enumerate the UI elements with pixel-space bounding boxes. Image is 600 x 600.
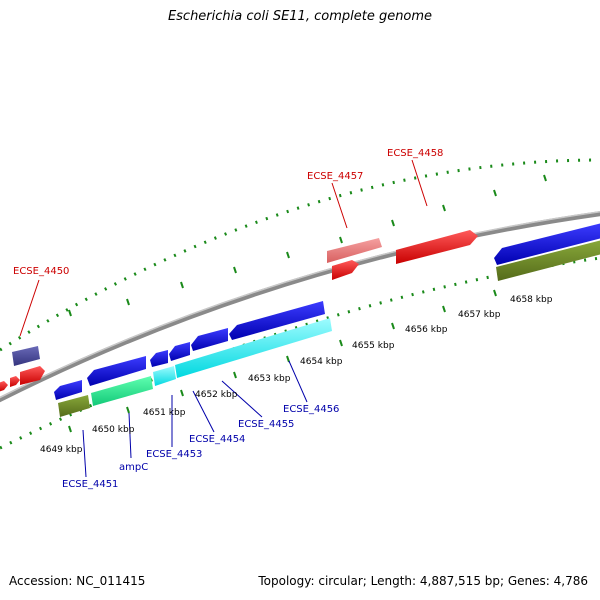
cds-olive-right[interactable]	[496, 240, 600, 281]
gene-ecse-4458[interactable]	[396, 230, 478, 264]
gene-ecse-4456[interactable]	[229, 301, 325, 340]
cds-green-ampc[interactable]	[91, 376, 153, 406]
gene-ecse-4452a[interactable]	[150, 350, 168, 367]
label-ecse-4451[interactable]: ECSE_4451	[62, 479, 118, 490]
label-leaders	[19, 159, 428, 478]
accession-text: Accession: NC_011415	[9, 574, 146, 588]
gene-ecse-4448[interactable]	[0, 381, 8, 392]
cds-cyan-4455[interactable]	[175, 318, 332, 378]
gene-ecse-4449[interactable]	[10, 376, 20, 387]
scale-label-4654: 4654 kbp	[300, 357, 343, 367]
inner-major-ticks	[68, 289, 497, 433]
scale-label-4652: 4652 kbp	[195, 390, 238, 400]
label-ampc[interactable]: ampC	[119, 462, 148, 473]
scale-label-4650: 4650 kbp	[92, 425, 135, 435]
genome-title: Escherichia coli SE11, complete genome	[167, 9, 433, 24]
gene-right-blue[interactable]	[494, 223, 600, 265]
cds-cyan-4453[interactable]	[153, 366, 176, 386]
forward-gene-labels: ECSE_4450 ECSE_4457 ECSE_4458	[13, 148, 443, 277]
cds-olive-left[interactable]	[58, 395, 90, 417]
gene-ecse-4450-navy[interactable]	[12, 346, 40, 366]
genome-summary-text: Topology: circular; Length: 4,887,515 bp…	[258, 574, 588, 588]
label-ecse-4454[interactable]: ECSE_4454	[189, 434, 245, 445]
inner-tick-track	[0, 256, 600, 450]
label-ecse-4453[interactable]: ECSE_4453	[146, 449, 202, 460]
scale-label-4653: 4653 kbp	[248, 374, 291, 384]
gene-ecse-4451[interactable]	[54, 380, 82, 400]
scale-label-4655: 4655 kbp	[352, 341, 395, 351]
label-ecse-4458[interactable]: ECSE_4458	[387, 148, 443, 159]
scale-label-4658: 4658 kbp	[510, 295, 553, 305]
scale-label-4657: 4657 kbp	[458, 310, 501, 320]
outer-major-ticks	[68, 174, 547, 317]
label-ecse-4455[interactable]: ECSE_4455	[238, 419, 294, 430]
reverse-genes	[54, 223, 600, 400]
scale-labels: 4649 kbp 4650 kbp 4651 kbp 4652 kbp 4653…	[40, 295, 553, 455]
gene-ecse-4457-light[interactable]	[327, 238, 382, 263]
gene-ampc[interactable]	[87, 356, 146, 386]
scale-label-4656: 4656 kbp	[405, 325, 448, 335]
label-ecse-4456[interactable]: ECSE_4456	[283, 404, 339, 415]
reverse-gene-labels: ECSE_4451 ampC ECSE_4453 ECSE_4454 ECSE_…	[62, 404, 339, 490]
gene-ecse-4457[interactable]	[332, 260, 359, 280]
scale-label-4649: 4649 kbp	[40, 445, 83, 455]
forward-genes	[0, 230, 478, 392]
gene-ecse-4452b[interactable]	[169, 342, 190, 361]
genome-backbone	[0, 211, 600, 403]
gene-ecse-4454[interactable]	[191, 328, 228, 351]
cds-features	[58, 240, 600, 417]
gene-ecse-4450[interactable]	[20, 366, 45, 385]
scale-label-4651: 4651 kbp	[143, 408, 186, 418]
label-ecse-4457[interactable]: ECSE_4457	[307, 171, 363, 182]
genome-backbone-highlight	[0, 210, 600, 399]
label-ecse-4450[interactable]: ECSE_4450	[13, 266, 69, 277]
